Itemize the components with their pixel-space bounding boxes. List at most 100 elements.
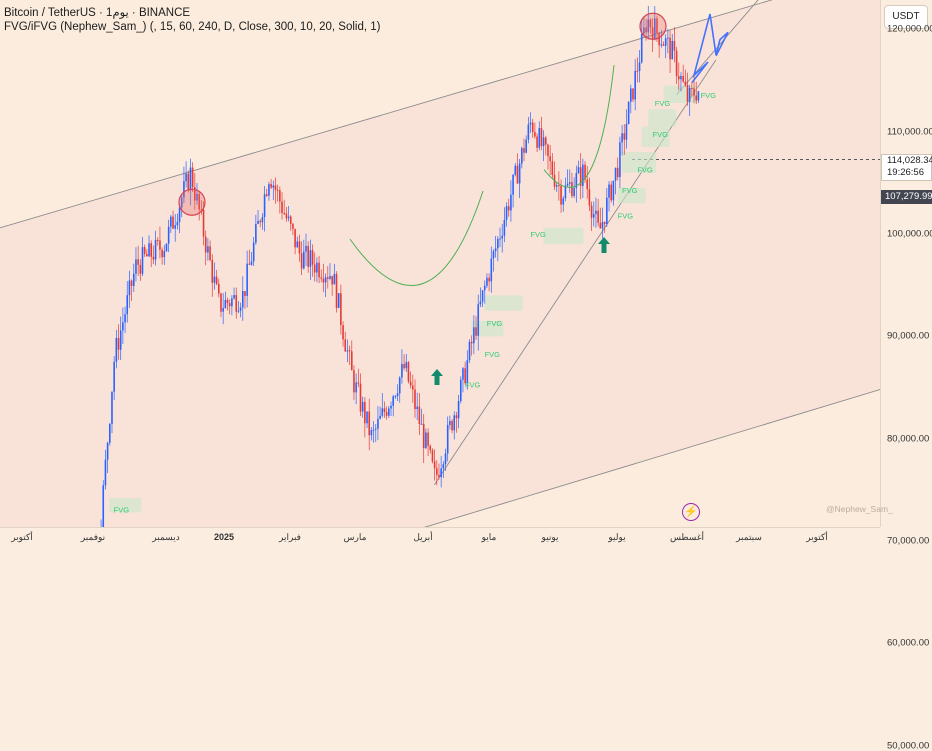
candle-body — [697, 91, 700, 101]
candle-body — [416, 406, 418, 410]
fvg-box — [471, 320, 504, 337]
candle-body — [597, 210, 599, 223]
candle-body — [281, 201, 283, 214]
candle-body — [170, 216, 172, 227]
candle-body — [409, 381, 412, 386]
candle-body — [632, 88, 634, 100]
candle-body — [111, 391, 113, 424]
time-axis[interactable] — [0, 527, 880, 551]
candle-body — [529, 122, 532, 125]
candle-body — [590, 205, 593, 218]
candle-body — [654, 18, 656, 40]
candle-body — [117, 338, 120, 350]
time-tick-label: مايو — [481, 532, 497, 542]
candle-body — [414, 389, 416, 410]
candle-body — [449, 420, 451, 425]
candle-body — [189, 167, 192, 191]
candle-body — [551, 161, 554, 175]
candle-body — [514, 165, 517, 175]
candle-body — [392, 396, 394, 406]
up-arrow-icon-1 — [431, 369, 443, 385]
candle-body — [313, 264, 316, 273]
candle-body — [222, 308, 224, 312]
candle-body — [248, 263, 251, 265]
candle-body — [250, 261, 253, 265]
candle-body — [159, 240, 161, 250]
candle-body — [106, 442, 109, 460]
candle-body — [562, 198, 565, 205]
candle-body — [329, 276, 331, 279]
candle-body — [555, 185, 558, 187]
time-tick-label: أكتوبر — [11, 532, 33, 542]
candle-body — [621, 133, 623, 143]
candle-body — [464, 368, 466, 383]
candle-body — [359, 383, 362, 412]
candle-body — [568, 182, 571, 184]
candle-body — [494, 248, 497, 252]
candle-body — [573, 187, 575, 197]
time-tick-label: أكتوبر — [806, 532, 828, 542]
candle-body — [215, 276, 218, 284]
candle-body — [418, 406, 421, 425]
candle-body — [649, 19, 652, 28]
candle-body — [525, 139, 527, 153]
top-circle-1 — [178, 188, 206, 216]
fvg-box — [648, 109, 677, 127]
candle-body — [431, 450, 434, 462]
candle-body — [218, 283, 220, 294]
candle-body — [582, 164, 584, 186]
author-watermark: @Nephew_Sam_ — [826, 504, 893, 514]
fvg-label: FVG — [622, 186, 638, 195]
chart-canvas[interactable]: FVGFVGFVGFVGFVGFVGFVGFVGFVGFVGFVGFVGFVGF… — [0, 0, 880, 527]
candle-body — [115, 338, 118, 362]
indicator-legend[interactable]: FVG/iFVG (Nephew_Sam_) (, 15, 60, 240, D… — [4, 21, 381, 33]
candle-body — [194, 187, 196, 201]
candle-body — [577, 167, 580, 174]
candle-body — [285, 213, 288, 219]
candle-body — [433, 461, 436, 469]
projection-curve-1 — [349, 190, 484, 286]
fvg-label: FVG — [618, 212, 634, 221]
candle-body — [645, 27, 647, 33]
candle-body — [688, 87, 691, 102]
symbol-title[interactable]: Bitcoin / TetherUS · 1يوم · BINANCE — [4, 7, 191, 19]
candle-body — [571, 182, 573, 197]
fvg-label: FVG — [114, 505, 130, 514]
time-tick-label: مارس — [343, 532, 367, 542]
candle-body — [191, 167, 194, 188]
time-tick-label: ديسمبر — [152, 532, 180, 542]
candle-body — [549, 156, 551, 162]
top-circle-2 — [639, 12, 667, 40]
currency-button[interactable]: USDT — [884, 5, 928, 29]
candle-body — [505, 206, 508, 220]
candle-body — [614, 167, 617, 181]
candle-body — [244, 291, 246, 296]
chart-plot-area[interactable]: FVGFVGFVGFVGFVGFVGFVGFVGFVGFVGFVGFVGFVGF… — [0, 0, 880, 527]
candle-body — [198, 193, 200, 210]
price-tick-label: 120,000.00 — [887, 23, 932, 35]
candle-body — [669, 37, 671, 60]
candle-body — [202, 209, 205, 237]
lightning-icon[interactable]: ⚡ — [682, 503, 700, 521]
candle-body — [239, 307, 242, 311]
candle-body — [643, 27, 645, 34]
candle-body — [695, 95, 698, 101]
candle-body — [309, 250, 312, 267]
price-axis[interactable] — [880, 0, 932, 527]
candle-body — [479, 301, 482, 305]
candle-body — [167, 226, 170, 244]
candle-body — [272, 185, 275, 188]
time-tick-label: أغسطس — [669, 532, 705, 542]
candle-body — [174, 225, 176, 229]
candle-body — [634, 70, 636, 100]
candle-body — [575, 173, 578, 188]
candle-body — [383, 408, 386, 413]
candle-body — [377, 418, 379, 429]
candle-body — [564, 185, 567, 199]
candle-body — [440, 468, 442, 478]
fvg-box — [484, 295, 523, 311]
candle-body — [425, 432, 427, 449]
candle-body — [459, 379, 462, 402]
candle-body — [337, 293, 340, 308]
channel-fill — [0, 0, 880, 527]
